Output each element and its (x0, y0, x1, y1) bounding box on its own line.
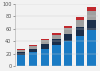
Bar (17, 50, 25, 52)
Bar (52, 39, 60, 45)
Bar (87, 30, 96, 66)
Bar (29, 52, 37, 66)
Bar (41, 49, 49, 66)
Bar (64, 26, 72, 28)
Bar (76, 20, 84, 27)
Bar (17, 52, 25, 55)
Bar (17, 49, 25, 50)
Bar (76, 17, 84, 20)
Bar (41, 44, 49, 49)
Bar (52, 35, 60, 39)
Bar (41, 39, 49, 40)
Bar (76, 36, 84, 66)
Bar (29, 49, 37, 52)
Bar (64, 34, 72, 41)
Bar (29, 45, 37, 46)
Bar (87, 11, 96, 20)
Bar (64, 28, 72, 34)
Bar (76, 27, 84, 36)
Bar (41, 40, 49, 44)
Bar (64, 41, 72, 66)
Bar (87, 7, 96, 11)
Bar (29, 46, 37, 49)
Bar (87, 20, 96, 30)
Bar (52, 45, 60, 66)
Bar (52, 33, 60, 35)
Bar (17, 55, 25, 66)
